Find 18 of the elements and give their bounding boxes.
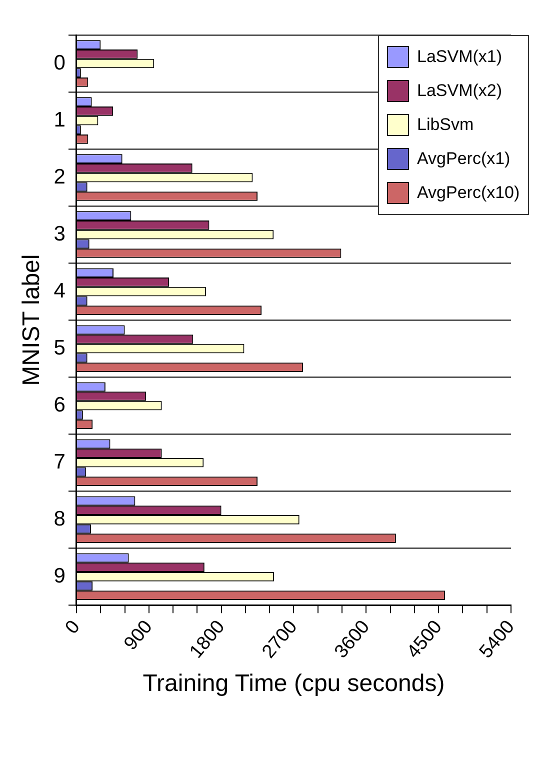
legend-label: AvgPerc(x1): [417, 149, 510, 169]
y-tick-label: 8: [54, 507, 66, 530]
y-tick-label: 0: [54, 51, 66, 74]
y-tick-label: 2: [54, 165, 66, 188]
legend-label: LibSvm: [417, 115, 474, 135]
legend-label: LaSVM(x1): [417, 47, 502, 67]
y-tick-label: 5: [54, 336, 66, 360]
legend-label: AvgPerc(x10): [417, 183, 520, 203]
y-tick-label: 4: [54, 279, 66, 302]
x-tick-label: 900: [120, 616, 157, 654]
y-tick-label: 7: [54, 450, 66, 474]
x-axis-title: Training Time (cpu seconds): [142, 670, 445, 698]
y-tick-label: 9: [54, 564, 66, 588]
y-tick-label: 1: [54, 108, 66, 132]
y-tick-label: 3: [54, 222, 66, 246]
legend-label: LaSVM(x2): [417, 81, 502, 101]
y-tick-label: 6: [54, 393, 66, 416]
y-axis-title: MNIST label: [18, 254, 46, 386]
